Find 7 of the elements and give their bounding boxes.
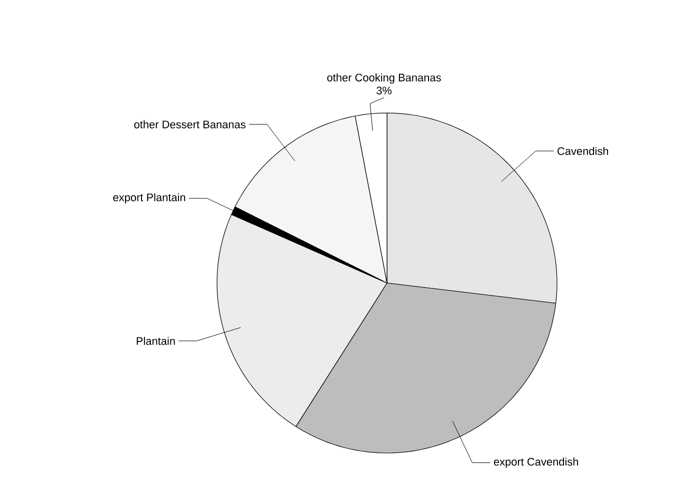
slice-label: Plantain <box>136 336 175 345</box>
slice-label: export Plantain <box>113 193 186 204</box>
slice-label: export Cavendish <box>494 458 578 468</box>
data-label: 3% <box>376 86 392 94</box>
slice-label: Cavendish <box>558 146 608 156</box>
slice-label: other Cooking Bananas <box>327 73 441 84</box>
slice-label: other Dessert Bananas <box>134 120 246 128</box>
